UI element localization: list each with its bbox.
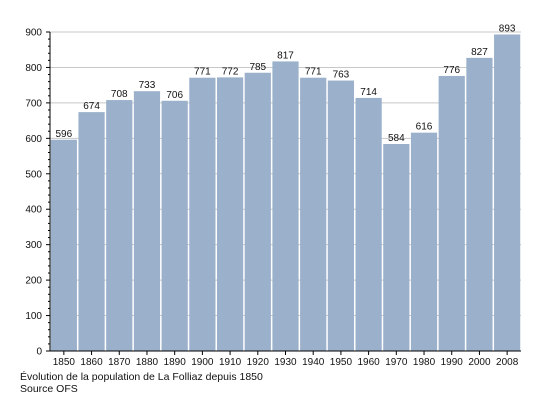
chart-caption: Évolution de la population de La Folliaz…	[20, 371, 263, 383]
y-tick-label: 400	[25, 205, 42, 216]
value-label: 893	[499, 23, 516, 34]
bar-1940	[300, 77, 327, 352]
x-tick-label: 1890	[164, 357, 187, 368]
value-label: 776	[443, 65, 460, 76]
y-tick-label: 100	[25, 311, 42, 322]
y-tick-label: 300	[25, 240, 42, 251]
value-label: 616	[416, 122, 433, 133]
value-label: 714	[360, 87, 377, 98]
bar-1920	[244, 72, 271, 351]
bar-1950	[327, 80, 355, 351]
bar-1870	[106, 100, 133, 351]
y-tick-label: 500	[25, 169, 42, 180]
x-tick-labels: 1850 1860 1870 1880 1890 1900 1910 1920 1930 1940…	[53, 357, 519, 368]
value-label: 584	[388, 133, 405, 144]
chart-source: Source OFS	[20, 383, 78, 395]
value-label: 674	[83, 101, 100, 112]
y-tick-label: 800	[25, 63, 42, 74]
bar-1960	[355, 97, 382, 351]
x-tick-label: 1900	[191, 357, 214, 368]
x-tick-label: 1970	[385, 357, 408, 368]
value-label: 772	[222, 66, 239, 77]
bar-1860	[78, 112, 105, 351]
x-tick-label: 2000	[468, 357, 491, 368]
value-label: 706	[166, 90, 183, 101]
axes	[49, 32, 521, 352]
bar-2000	[466, 57, 493, 351]
y-tick-label: 900	[25, 28, 42, 39]
bar-1910	[216, 77, 244, 351]
x-tick-label: 1930	[274, 357, 297, 368]
x-tick-label: 1990	[441, 357, 464, 368]
value-label: 785	[249, 62, 266, 73]
x-tick-label: 1870	[108, 357, 131, 368]
x-tick-label: 1910	[219, 357, 242, 368]
x-tick-label: 1960	[357, 357, 380, 368]
bar-1890	[161, 100, 188, 351]
bar-2008	[494, 34, 521, 351]
bar-1990	[438, 75, 465, 351]
bar-1980	[410, 132, 438, 351]
y-tick-label: 200	[25, 276, 42, 287]
x-tick-label: 1920	[247, 357, 270, 368]
x-tick-label: 1880	[136, 357, 159, 368]
x-tick-label: 1940	[302, 357, 325, 368]
bars	[50, 34, 521, 352]
bar-1930	[272, 61, 299, 352]
bar-1970	[383, 144, 410, 351]
value-label: 763	[333, 70, 350, 81]
bar-1880	[133, 91, 161, 351]
x-tick-label: 2008	[496, 357, 519, 368]
value-label: 733	[139, 80, 156, 91]
y-tick-label: 600	[25, 134, 42, 145]
value-label: 708	[111, 89, 128, 100]
value-label: 771	[305, 67, 322, 78]
bar-1850	[50, 139, 77, 351]
x-tick-label: 1950	[330, 357, 353, 368]
x-tick-label: 1850	[53, 357, 76, 368]
x-tick-label: 1860	[80, 357, 103, 368]
value-label: 596	[56, 129, 73, 140]
value-label: 771	[194, 67, 211, 78]
y-tick-labels: 0 100 200 300 400 500 600 700 800 900	[25, 28, 42, 358]
value-label: 817	[277, 50, 294, 61]
y-tick-label: 0	[36, 347, 42, 358]
x-tick-label: 1980	[413, 357, 436, 368]
value-labels: 596 674 708 733 706 771 772 785 817 771 763 714 584 6…	[56, 23, 516, 144]
y-tick-label: 700	[25, 98, 42, 109]
bar-1900	[189, 77, 216, 352]
value-label: 827	[471, 47, 488, 58]
